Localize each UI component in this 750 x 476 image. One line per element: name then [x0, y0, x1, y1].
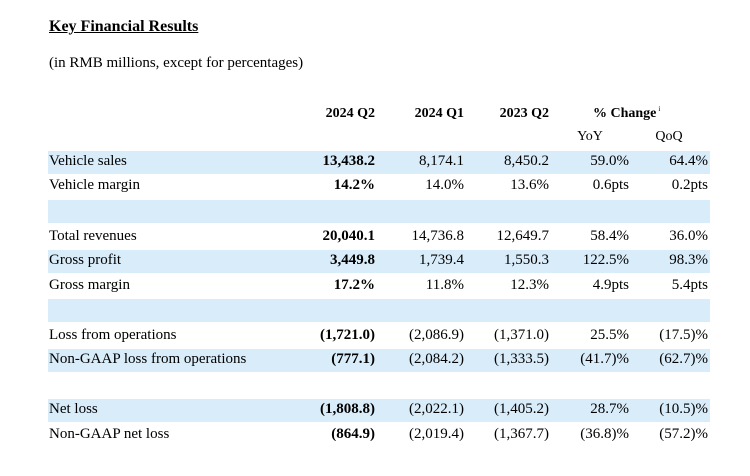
- cell-2023-q2: (1,405.2): [494, 401, 549, 417]
- cell-2023-q2: (1,333.5): [494, 351, 549, 367]
- cell-qoq: 0.2pts: [671, 177, 708, 193]
- cell-qoq: 36.0%: [669, 228, 708, 244]
- row-label: Vehicle sales: [49, 153, 127, 169]
- cell-qoq: (57.2)%: [659, 426, 708, 442]
- page-title: Key Financial Results: [49, 18, 199, 35]
- cell-2024-q1: (2,019.4): [409, 426, 464, 442]
- row-label: Gross profit: [49, 252, 122, 268]
- cell-qoq: (17.5)%: [659, 327, 708, 343]
- cell-yoy: (36.8)%: [580, 426, 629, 442]
- cell-2024-q1: (2,084.2): [409, 351, 464, 367]
- cell-yoy: 4.9pts: [592, 277, 629, 293]
- cell-2024-q2: (1,721.0): [320, 327, 375, 343]
- table-row-non-gaap-net-loss: Non-GAAP net loss (864.9) (2,019.4) (1,3…: [48, 424, 710, 447]
- pct-change-footnote: i: [658, 105, 661, 113]
- cell-2024-q2: 3,449.8: [330, 252, 375, 268]
- col-header-2024-q1: 2024 Q1: [414, 106, 464, 121]
- cell-2023-q2: 1,550.3: [504, 252, 549, 268]
- cell-2024-q1: (2,022.1): [409, 401, 464, 417]
- table-row-loss-from-operations: Loss from operations (1,721.0) (2,086.9)…: [48, 325, 710, 348]
- cell-2023-q2: 13.6%: [510, 177, 549, 193]
- cell-qoq: (10.5)%: [659, 401, 708, 417]
- cell-yoy: 59.0%: [590, 153, 629, 169]
- row-label: Vehicle margin: [49, 177, 140, 193]
- table-row-total-revenues: Total revenues 20,040.1 14,736.8 12,649.…: [48, 226, 710, 249]
- cell-2024-q1: 1,739.4: [419, 252, 464, 268]
- cell-2024-q2: (864.9): [331, 426, 375, 442]
- table-row-gross-margin: Gross margin 17.2% 11.8% 12.3% 4.9pts 5.…: [48, 275, 710, 298]
- col-header-pct-change: % Change i: [593, 105, 661, 122]
- cell-2023-q2: (1,367.7): [494, 426, 549, 442]
- cell-2024-q2: 17.2%: [333, 277, 375, 293]
- col-header-2024-q2: 2024 Q2: [325, 106, 375, 121]
- cell-2023-q2: 8,450.2: [504, 153, 549, 169]
- col-header-yoy: YoY: [577, 129, 603, 144]
- table-row-net-loss: Net loss (1,808.8) (2,022.1) (1,405.2) 2…: [48, 399, 710, 422]
- cell-qoq: 5.4pts: [671, 277, 708, 293]
- cell-2023-q2: 12,649.7: [496, 228, 550, 244]
- spacer-row: [48, 200, 710, 223]
- col-header-qoq: QoQ: [655, 129, 683, 144]
- spacer-row: [48, 299, 710, 322]
- page-subtitle: (in RMB millions, except for percentages…: [49, 55, 304, 71]
- cell-2024-q2: 20,040.1: [322, 228, 376, 244]
- cell-2024-q1: 14.0%: [425, 177, 464, 193]
- cell-yoy: 25.5%: [590, 327, 629, 343]
- cell-2024-q2: 13,438.2: [322, 153, 376, 169]
- row-label: Total revenues: [49, 228, 137, 244]
- cell-2024-q1: 11.8%: [425, 277, 464, 293]
- cell-2024-q2: (777.1): [331, 351, 375, 367]
- cell-yoy: 28.7%: [590, 401, 629, 417]
- cell-2024-q1: (2,086.9): [409, 327, 464, 343]
- col-header-2023-q2: 2023 Q2: [499, 106, 549, 121]
- table-row-vehicle-margin: Vehicle margin 14.2% 14.0% 13.6% 0.6pts …: [48, 175, 710, 198]
- row-label: Loss from operations: [49, 327, 177, 343]
- row-label: Gross margin: [49, 277, 130, 293]
- cell-qoq: 64.4%: [669, 153, 708, 169]
- table-row-non-gaap-loss-from-operations: Non-GAAP loss from operations (777.1) (2…: [48, 349, 710, 372]
- row-label: Net loss: [49, 401, 98, 417]
- cell-yoy: 122.5%: [582, 252, 629, 268]
- row-label: Non-GAAP net loss: [49, 426, 170, 442]
- cell-yoy: 58.4%: [590, 228, 629, 244]
- row-label: Non-GAAP loss from operations: [49, 351, 247, 367]
- table-row-vehicle-sales: Vehicle sales 13,438.2 8,174.1 8,450.2 5…: [48, 151, 710, 174]
- cell-2024-q2: 14.2%: [333, 177, 375, 193]
- cell-yoy: 0.6pts: [592, 177, 629, 193]
- cell-2024-q1: 14,736.8: [411, 228, 465, 244]
- pct-change-label: % Change: [593, 106, 657, 121]
- cell-2024-q1: 8,174.1: [419, 153, 464, 169]
- cell-qoq: 98.3%: [669, 252, 708, 268]
- cell-qoq: (62.7)%: [659, 351, 708, 367]
- table-row-gross-profit: Gross profit 3,449.8 1,739.4 1,550.3 122…: [48, 250, 710, 273]
- cell-2024-q2: (1,808.8): [320, 401, 375, 417]
- cell-2023-q2: 12.3%: [510, 277, 549, 293]
- cell-yoy: (41.7)%: [580, 351, 629, 367]
- cell-2023-q2: (1,371.0): [494, 327, 549, 343]
